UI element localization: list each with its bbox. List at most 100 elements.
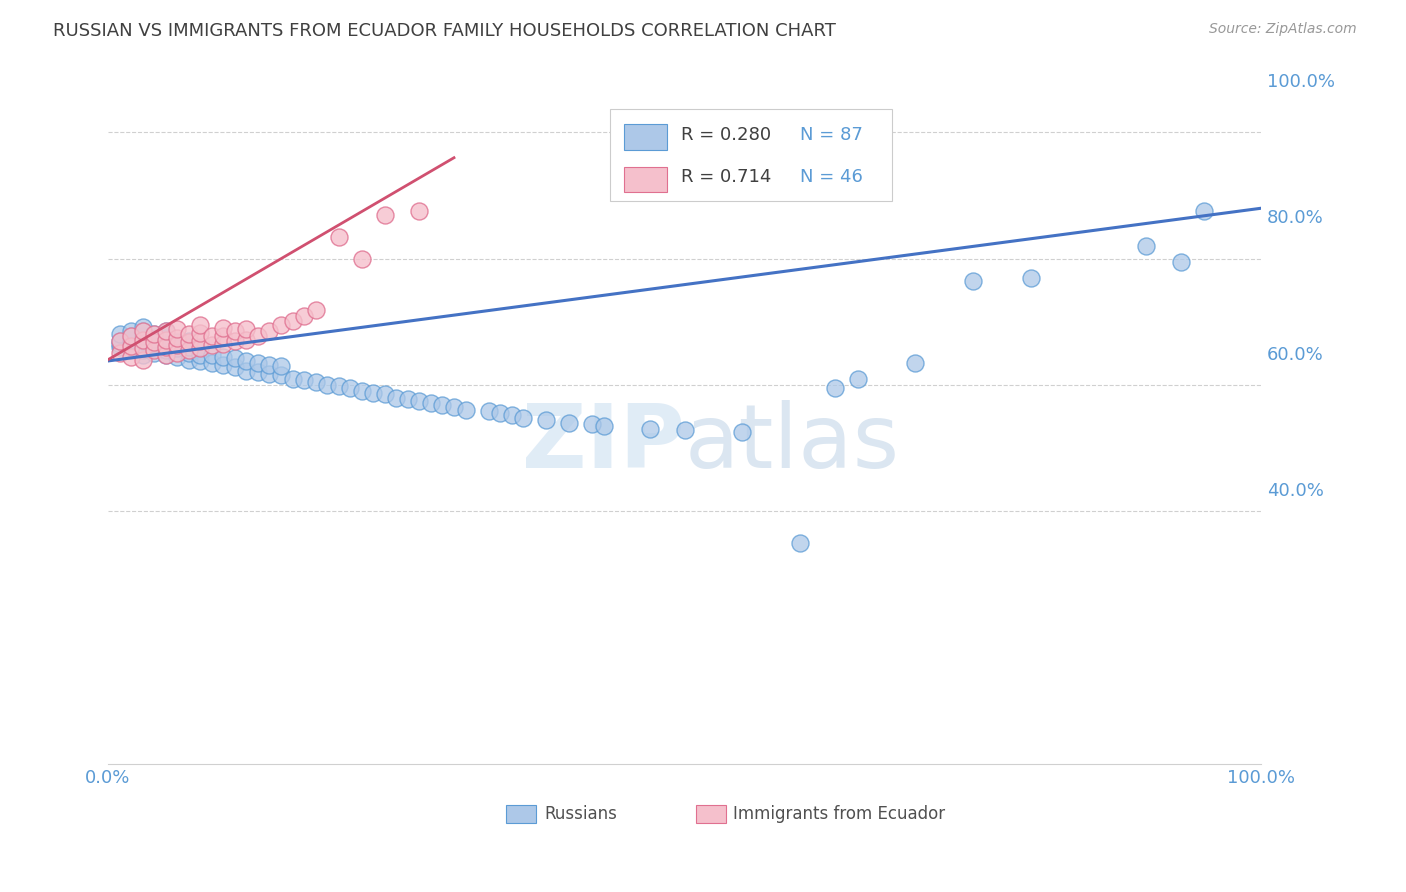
Point — [120, 328, 142, 343]
Point — [131, 324, 153, 338]
Point — [108, 346, 131, 360]
Point — [120, 340, 142, 354]
Point — [477, 404, 499, 418]
Point — [131, 319, 153, 334]
Point — [581, 417, 603, 431]
Point — [224, 351, 246, 366]
Point — [638, 422, 661, 436]
Point — [155, 343, 177, 358]
Text: 80.0%: 80.0% — [1267, 210, 1324, 227]
Text: RUSSIAN VS IMMIGRANTS FROM ECUADOR FAMILY HOUSEHOLDS CORRELATION CHART: RUSSIAN VS IMMIGRANTS FROM ECUADOR FAMIL… — [53, 22, 837, 40]
Point — [188, 334, 211, 348]
Point — [155, 330, 177, 344]
Point — [131, 343, 153, 358]
Point — [339, 381, 361, 395]
Point — [131, 342, 153, 356]
Text: ZIP: ZIP — [522, 400, 685, 487]
Point — [201, 328, 224, 343]
Point — [432, 398, 454, 412]
Point — [489, 406, 512, 420]
Text: 100.0%: 100.0% — [1267, 73, 1336, 91]
Point — [120, 324, 142, 338]
Point — [201, 356, 224, 370]
Point — [131, 338, 153, 352]
Point — [246, 356, 269, 370]
Point — [108, 340, 131, 354]
Point — [188, 342, 211, 356]
Point — [731, 425, 754, 440]
Point — [292, 373, 315, 387]
Point — [131, 352, 153, 367]
Text: R = 0.280: R = 0.280 — [681, 126, 772, 145]
Point — [350, 384, 373, 399]
Text: Source: ZipAtlas.com: Source: ZipAtlas.com — [1209, 22, 1357, 37]
Point — [512, 410, 534, 425]
Point — [108, 334, 131, 348]
Point — [212, 350, 235, 364]
Point — [177, 346, 200, 360]
Point — [212, 358, 235, 372]
Point — [235, 333, 257, 347]
Point — [143, 346, 166, 360]
Point — [120, 343, 142, 358]
Point — [235, 354, 257, 368]
Bar — [696, 805, 725, 823]
Bar — [623, 124, 668, 150]
Point — [281, 313, 304, 327]
Point — [593, 419, 616, 434]
Point — [259, 367, 281, 381]
Point — [143, 332, 166, 346]
Point — [155, 348, 177, 362]
Point — [443, 400, 465, 414]
Point — [270, 368, 292, 383]
Point — [166, 342, 188, 356]
Point — [454, 403, 477, 417]
Point — [212, 321, 235, 335]
Point — [1170, 255, 1192, 269]
Point — [281, 371, 304, 385]
Point — [259, 358, 281, 372]
Point — [108, 327, 131, 342]
Point — [224, 324, 246, 338]
Point — [270, 318, 292, 332]
Point — [143, 343, 166, 358]
Point — [143, 337, 166, 351]
Point — [166, 346, 188, 360]
Point — [155, 348, 177, 362]
Point — [166, 322, 188, 336]
Point — [536, 412, 558, 426]
Point — [328, 229, 350, 244]
Point — [188, 318, 211, 332]
Point — [131, 324, 153, 338]
Point — [120, 333, 142, 347]
Point — [501, 409, 523, 423]
FancyBboxPatch shape — [610, 109, 893, 202]
Point — [1192, 204, 1215, 219]
Point — [789, 535, 811, 549]
Point — [361, 385, 384, 400]
Point — [212, 328, 235, 343]
Text: N = 87: N = 87 — [800, 126, 863, 145]
Point — [304, 375, 326, 389]
Point — [155, 337, 177, 351]
Point — [246, 365, 269, 379]
Point — [155, 340, 177, 354]
Point — [904, 356, 927, 370]
Point — [155, 333, 177, 347]
Point — [235, 364, 257, 378]
Point — [558, 416, 581, 430]
Text: Russians: Russians — [544, 805, 617, 823]
Point — [155, 324, 177, 338]
Point — [108, 334, 131, 348]
Point — [1019, 270, 1042, 285]
Point — [131, 328, 153, 343]
Text: Immigrants from Ecuador: Immigrants from Ecuador — [733, 805, 945, 823]
Point — [259, 324, 281, 338]
Point — [350, 252, 373, 266]
Point — [385, 391, 408, 405]
Point — [188, 340, 211, 354]
Point — [120, 328, 142, 343]
Text: N = 46: N = 46 — [800, 169, 863, 186]
Point — [235, 322, 257, 336]
Point — [292, 309, 315, 323]
